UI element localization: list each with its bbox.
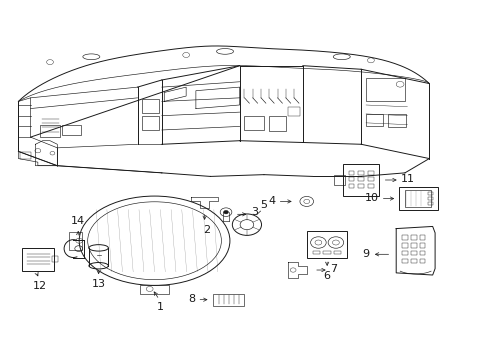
Text: 10: 10 (364, 193, 378, 203)
Text: 1: 1 (157, 302, 163, 312)
Text: 12: 12 (33, 280, 47, 291)
Text: 14: 14 (71, 216, 85, 226)
Text: 8: 8 (187, 294, 195, 304)
Text: 11: 11 (400, 174, 414, 184)
Text: 3: 3 (251, 207, 258, 217)
Text: 13: 13 (91, 279, 105, 289)
Text: 7: 7 (329, 264, 337, 274)
Text: 2: 2 (203, 225, 210, 235)
Text: 4: 4 (267, 196, 275, 206)
Text: 9: 9 (362, 249, 369, 258)
Text: 5: 5 (260, 201, 267, 210)
Text: 6: 6 (323, 271, 330, 282)
Circle shape (223, 210, 228, 214)
